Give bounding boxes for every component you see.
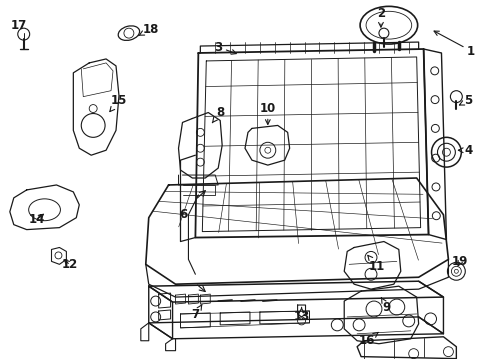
Text: 7: 7 xyxy=(191,305,202,321)
Text: 4: 4 xyxy=(457,144,471,157)
Text: 19: 19 xyxy=(451,255,468,268)
Text: 12: 12 xyxy=(61,258,77,271)
Text: 13: 13 xyxy=(293,307,309,323)
Text: 5: 5 xyxy=(458,94,471,107)
Text: 14: 14 xyxy=(28,213,45,226)
Text: 15: 15 xyxy=(110,94,127,112)
Text: 8: 8 xyxy=(212,106,224,123)
Text: 9: 9 xyxy=(381,298,390,314)
Text: 10: 10 xyxy=(259,102,275,125)
Text: 1: 1 xyxy=(433,31,474,58)
Text: 2: 2 xyxy=(376,7,384,27)
Text: 3: 3 xyxy=(214,41,236,54)
Text: 11: 11 xyxy=(367,255,385,273)
Text: 18: 18 xyxy=(138,23,159,36)
Text: 16: 16 xyxy=(358,332,377,347)
Text: 17: 17 xyxy=(11,19,27,32)
Text: 6: 6 xyxy=(179,208,187,221)
